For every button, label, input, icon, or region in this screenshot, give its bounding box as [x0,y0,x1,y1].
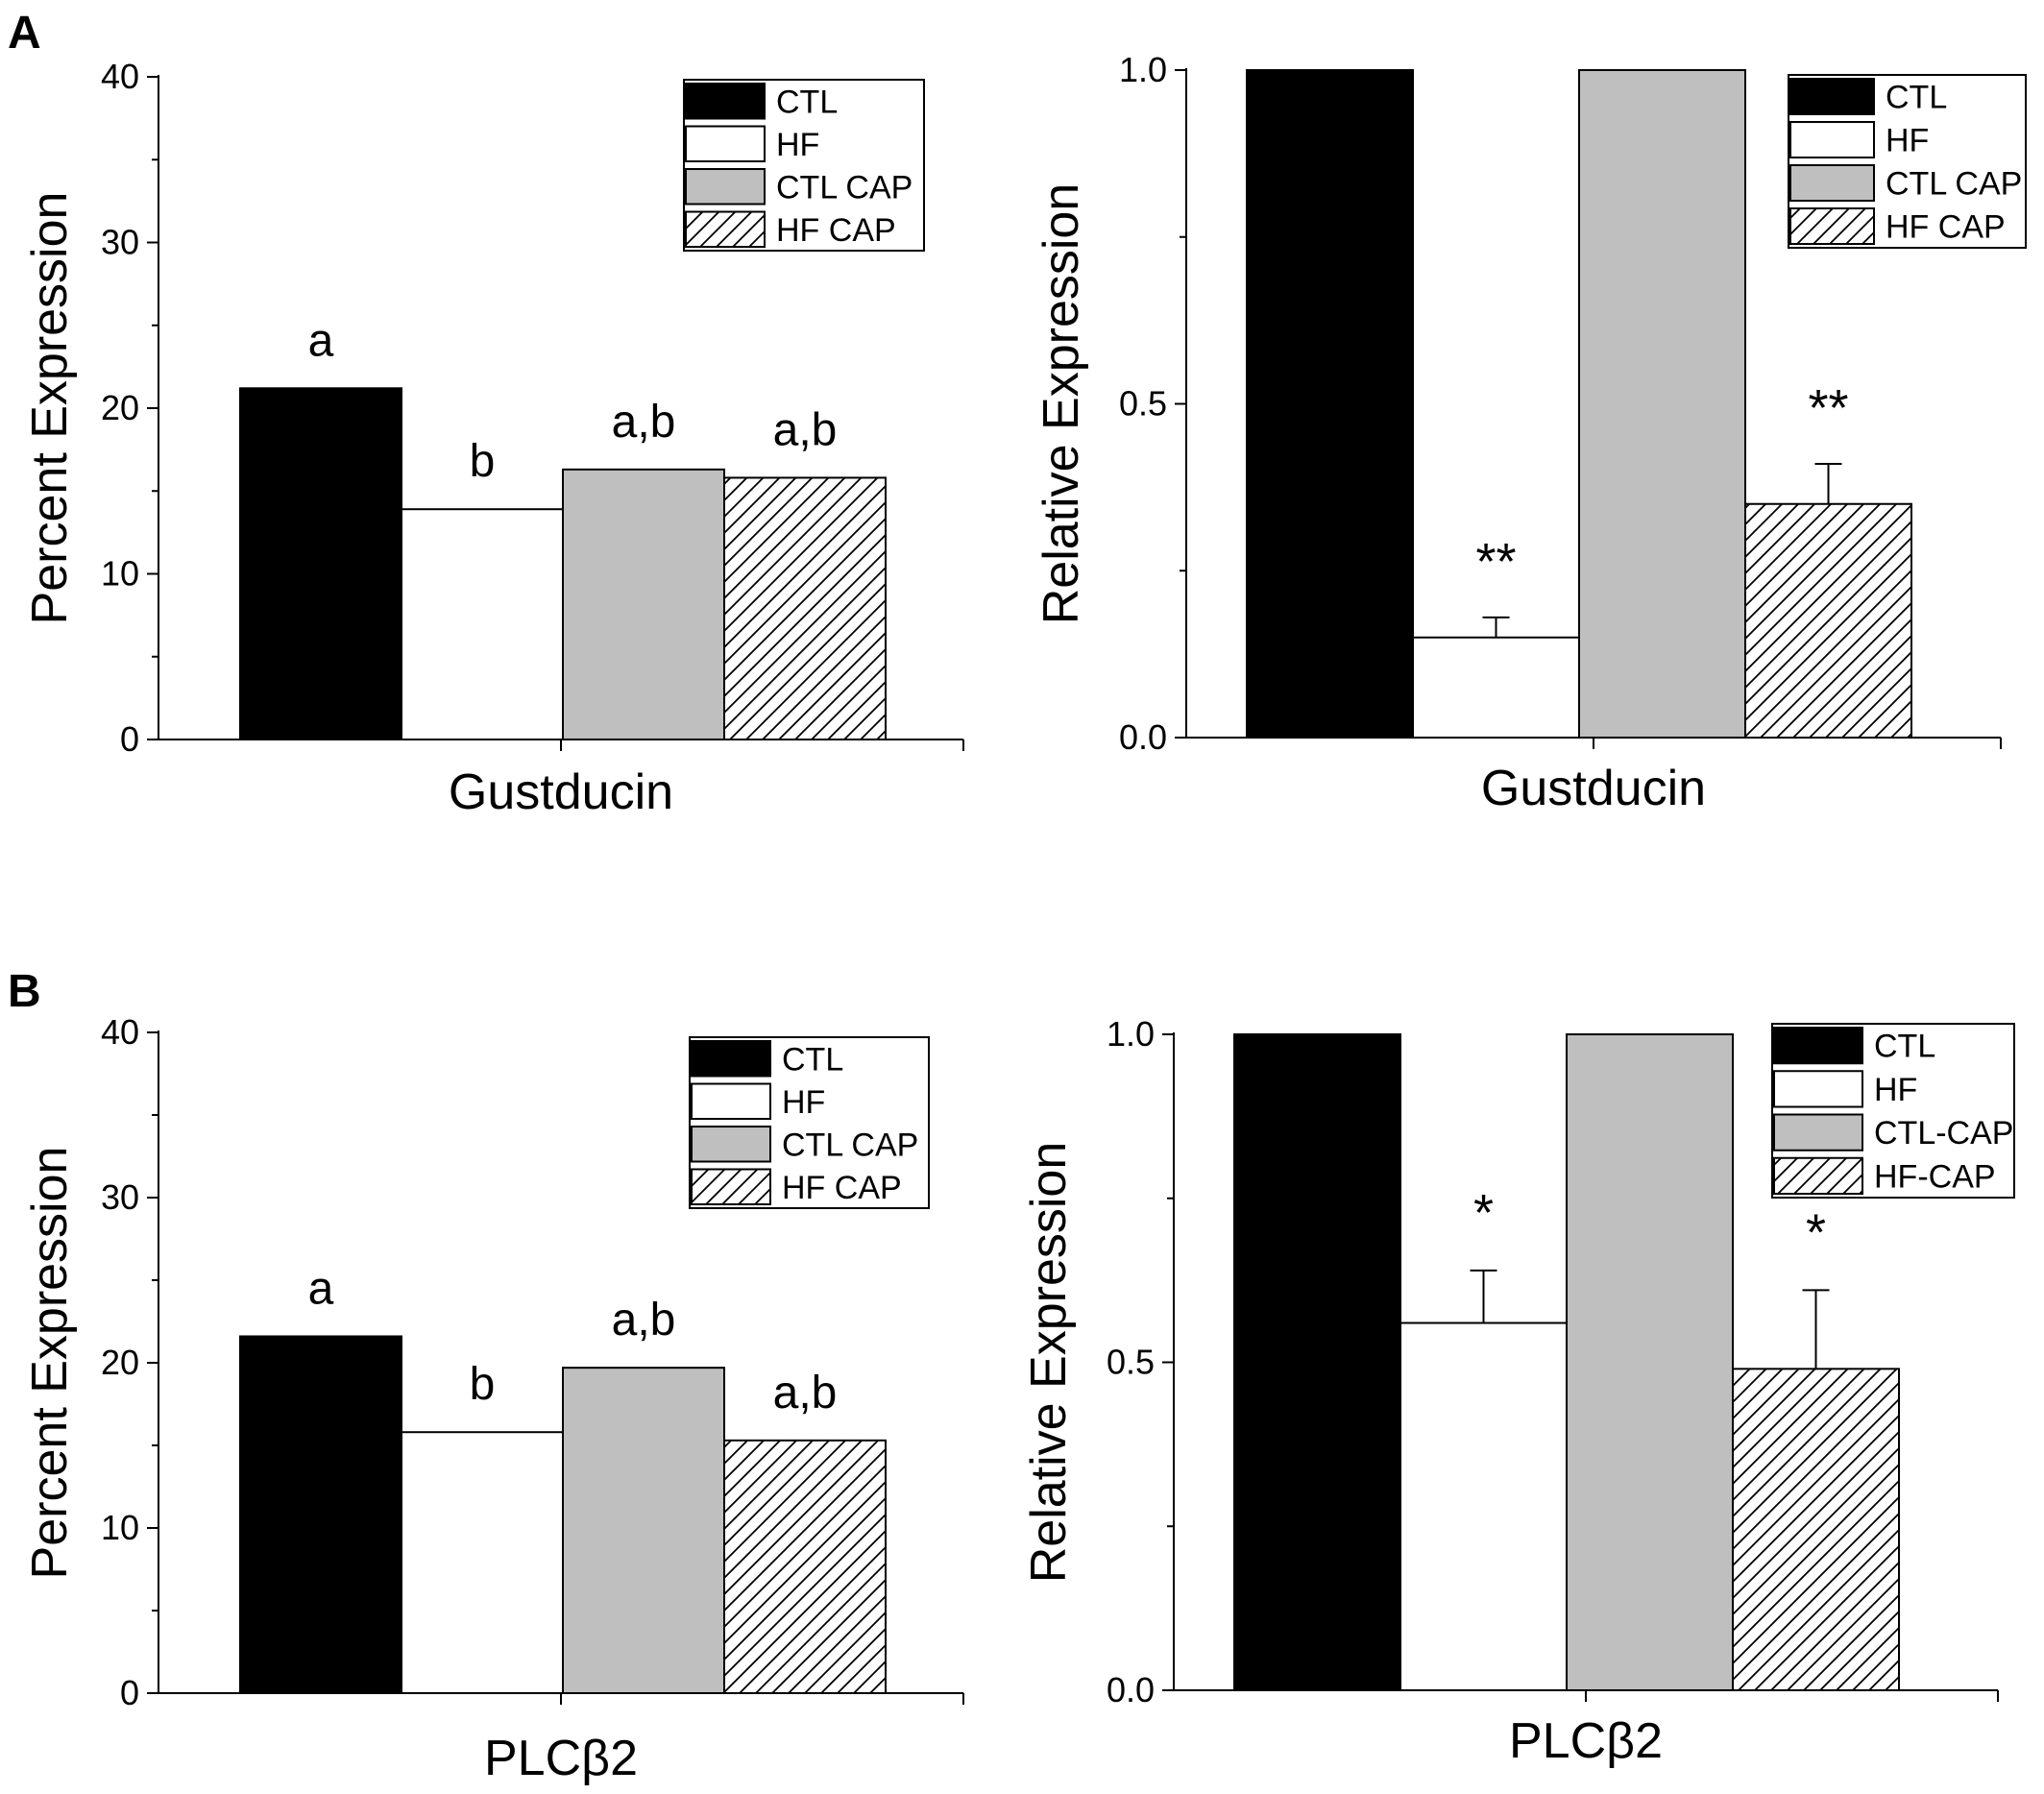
legend-label: CTL [1874,1029,1935,1065]
legend-swatch [685,168,766,206]
y-tick-label: 0.0 [1119,717,1167,757]
legend-swatch [1773,1027,1863,1065]
legend-label: HF CAP [1886,209,2006,246]
legend-label: CTL CAP [1886,166,2022,203]
y-axis-title: Relative Expression [1034,183,1089,625]
x-axis-title: PLCβ2 [484,1731,638,1786]
y-tick-label: 1.0 [1107,1014,1155,1054]
bar-hf [401,1431,564,1694]
legend-label: CTL CAP [776,169,912,206]
legend-swatch [1789,164,1875,202]
x-axis-title: Gustducin [449,764,673,820]
y-tick-label: 30 [101,1177,139,1217]
y-tick-label: 0.5 [1119,384,1167,424]
significance-label: ** [1808,379,1848,437]
legend-swatch [691,1126,771,1163]
legend-label: HF CAP [776,212,896,249]
legend-swatch [1773,1113,1863,1152]
x-axis-title: PLCβ2 [1509,1713,1663,1769]
legend-label: HF [1886,123,1929,159]
bar-ctl-cap [562,1367,725,1695]
legend-label: HF [782,1084,825,1121]
chart-1: Aa b a,b a,b 0 10 20 30 40 Percent Expression Gust… [8,8,964,820]
group-label: a [308,1263,334,1314]
y-tick-label: 30 [101,223,139,262]
bar-hf-cap [1732,1368,1900,1691]
y-axis-title: Percent Expression [22,192,78,625]
bar-hf-cap [723,1439,887,1694]
legend-swatch [691,1040,771,1078]
y-axis-title: Percent Expression [22,1147,78,1580]
legend-swatch [1789,121,1875,158]
legend-swatch [685,125,766,162]
y-tick-label: 20 [101,1343,139,1382]
legend-label: HF-CAP [1874,1158,1996,1195]
legend-label: CTL [776,84,838,120]
legend-swatch [685,83,766,120]
legend-label: HF [1874,1072,1917,1108]
group-label: a [308,315,334,366]
bar-ctl [239,387,402,740]
legend-swatch [1773,1156,1863,1195]
legend-swatch [691,1082,771,1120]
legend-label: CTL [1886,80,1947,116]
y-tick-label: 0.0 [1107,1670,1155,1709]
y-tick-label: 40 [101,1012,139,1052]
y-tick-label: 40 [101,57,139,96]
bar-hf-cap [1744,502,1912,739]
bar-ctl-cap [562,468,725,740]
x-axis-title: Gustducin [1481,761,1706,816]
legend-label: HF CAP [782,1170,902,1206]
significance-label: * [1806,1203,1826,1261]
legend-swatch [1789,207,1875,245]
group-label: a,b [612,1295,676,1346]
y-axis-title: Relative Expression [1021,1142,1077,1584]
y-tick-label: 20 [101,388,139,427]
legend-label: HF [776,127,819,163]
bar-hf [401,508,564,740]
bar-ctl [1233,1033,1401,1691]
legend-swatch [691,1168,771,1205]
chart-3: Ba b a,b a,b 0 10 20 30 40 Percent Expression PLCβ… [8,966,964,1786]
legend-swatch [1773,1070,1863,1108]
bar-hf-cap [723,476,887,740]
panel-letter: A [8,8,41,59]
y-tick-label: 0.5 [1107,1343,1155,1382]
group-label: b [470,1359,496,1410]
bar-hf [1399,1321,1568,1692]
y-tick-label: 0 [120,1673,139,1712]
chart-2: ** ** 0.0 0.5 1.0 Relative Expression Gustduci… [1034,50,2027,816]
panel-letter: B [8,966,41,1017]
legend-label: CTL-CAP [1874,1115,2013,1152]
bar-hf [1412,636,1580,739]
legend: CTL HF CTL CAP HF CAP [1788,74,2027,249]
significance-label: * [1473,1184,1494,1242]
bar-ctl [239,1335,402,1694]
bar-ctl-cap [1566,1033,1734,1691]
bar-ctl [1246,69,1414,739]
legend: CTL HF CTL CAP HF CAP [683,79,925,252]
legend: CTL HF CTL-CAP HF-CAP [1771,1023,2015,1199]
group-label: a,b [612,397,676,448]
chart-4: * * 0.0 0.5 1.0 Relative Expression PLCβ2 CTL HF… [1021,1014,2015,1769]
group-label: b [470,436,496,487]
significance-label: ** [1475,533,1516,591]
y-tick-label: 10 [101,554,139,594]
legend-label: CTL [782,1041,843,1078]
group-label: a,b [773,1368,838,1418]
bar-ctl-cap [1578,69,1746,739]
legend-label: CTL CAP [782,1127,918,1163]
y-tick-label: 1.0 [1119,50,1167,89]
legend: CTL HF CTL CAP HF CAP [689,1036,930,1209]
y-tick-label: 10 [101,1508,139,1547]
y-tick-label: 0 [120,719,139,759]
group-label: a,b [773,404,838,455]
legend-swatch [1789,78,1875,115]
legend-swatch [685,210,766,248]
